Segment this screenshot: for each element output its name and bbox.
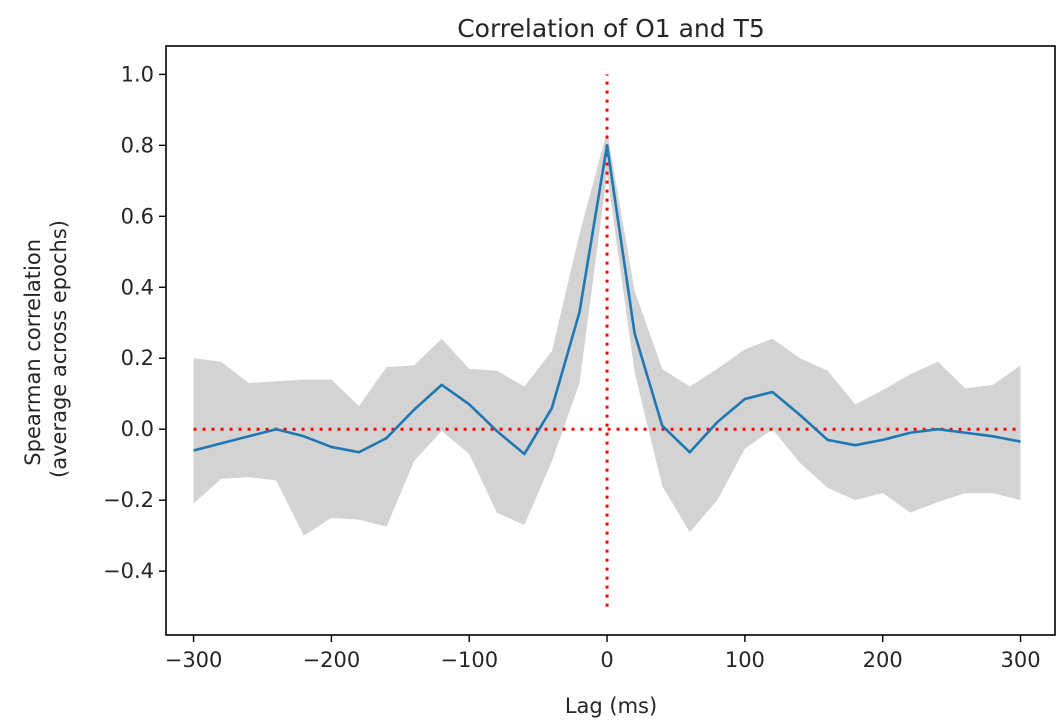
y-tick-label: −0.4	[103, 559, 154, 583]
plot-frame	[165, 45, 1056, 636]
x-tick-label: −300	[165, 648, 223, 672]
x-tick-label: −200	[303, 648, 361, 672]
y-tick-label: 0.4	[121, 275, 154, 299]
y-tick-label: 0.6	[121, 204, 154, 228]
chart-title: Correlation of O1 and T5	[457, 14, 765, 43]
x-tick-label: −100	[440, 648, 498, 672]
x-tick-label: 300	[1000, 648, 1040, 672]
y-tick-label: −0.2	[103, 488, 154, 512]
y-axis-label: Spearman correlation (average across epo…	[21, 220, 71, 478]
y-tick-label: 0.8	[121, 133, 154, 157]
y-axis-label-line-2: (average across epochs)	[47, 220, 71, 478]
y-axis-label-line-1: Spearman correlation	[21, 239, 45, 466]
y-tick-label: 0.0	[121, 417, 154, 441]
series-line-0	[193, 144, 1021, 456]
x-tick-label: 200	[863, 648, 903, 672]
x-tick-label: 100	[725, 648, 765, 672]
x-axis-label: Lag (ms)	[565, 694, 657, 718]
confidence-band	[193, 131, 1021, 536]
x-tick-label: 0	[600, 648, 613, 672]
y-tick-label: 0.2	[121, 346, 154, 370]
y-tick-label: 1.0	[121, 62, 154, 86]
